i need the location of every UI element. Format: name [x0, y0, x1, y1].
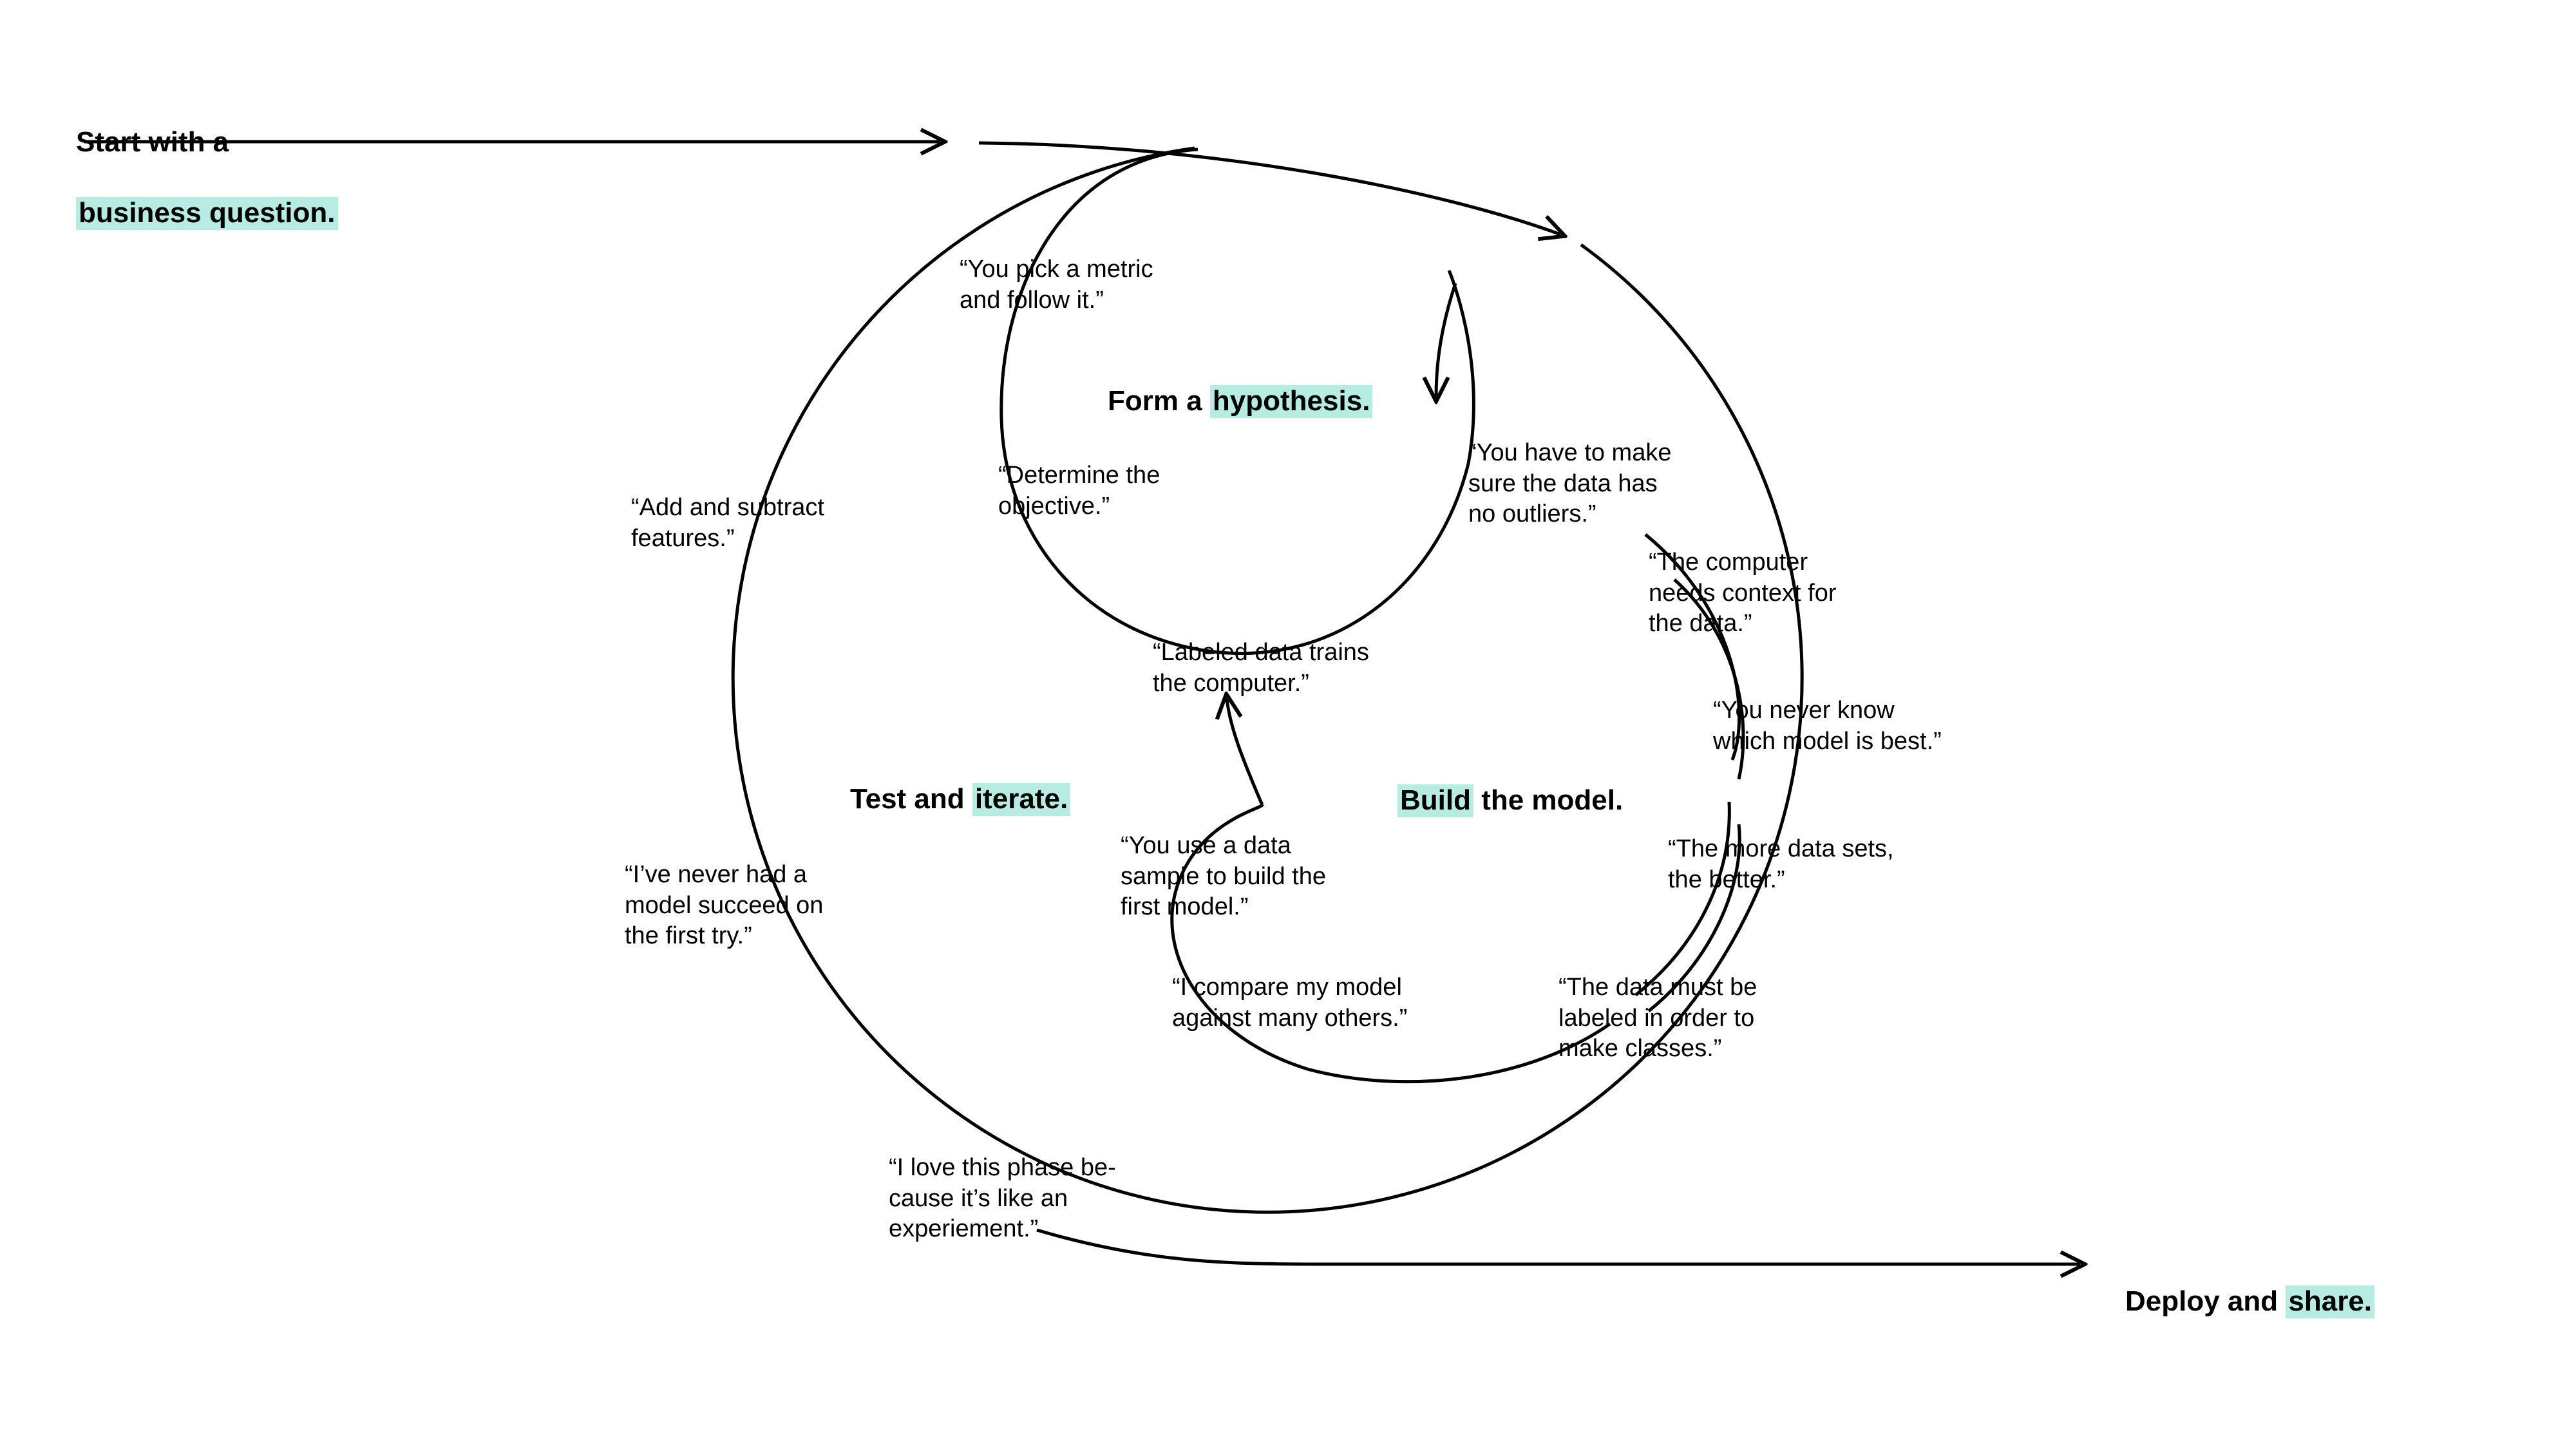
phase-hypothesis-plain: Form a	[1108, 385, 1210, 417]
labeled-data-arrow	[1227, 699, 1262, 805]
quote-objective: “Determine the objective.”	[998, 460, 1160, 522]
quote-outliers: “You have to make sure the data has no o…	[1468, 438, 1671, 530]
phase-hypothesis: Form a hypothesis.	[1108, 348, 1372, 419]
start-title: Start with a business question.	[76, 89, 338, 231]
end-title: Deploy and share.	[2125, 1248, 2374, 1319]
quote-metric: “You pick a metric and follow it.”	[960, 254, 1153, 316]
phase-build-hl: Build	[1397, 784, 1473, 817]
start-plain: Start with a	[76, 126, 229, 158]
phase-build: Build the model.	[1397, 747, 1623, 818]
phase-hypothesis-hl: hypothesis.	[1210, 385, 1373, 418]
quote-labeled-classes: “The data must be labeled in order to ma…	[1558, 972, 1757, 1065]
phase-test-plain: Test and	[850, 783, 972, 815]
phase-test: Test and iterate.	[850, 746, 1070, 817]
quote-whichmodel: “You never know which model is best.”	[1713, 696, 1942, 757]
quote-experiment: “I love this phase be- cause it’s like a…	[889, 1153, 1116, 1245]
quote-firsttry: “I’ve never had a model succeed on the f…	[625, 860, 823, 952]
quote-context: “The computer needs context for the data…	[1649, 547, 1837, 639]
quote-moresets: “The more data sets, the better.”	[1668, 834, 1894, 895]
phase-build-plain: the model.	[1473, 784, 1623, 816]
quote-features: “Add and subtract features.”	[631, 493, 824, 554]
inner-loop-return	[1449, 270, 1473, 464]
start-highlight: business question.	[76, 197, 338, 230]
quote-sample: “You use a data sample to build the firs…	[1121, 831, 1326, 923]
phase-test-hl: iterate.	[972, 783, 1070, 816]
end-plain: Deploy and	[2125, 1285, 2286, 1317]
quote-labeled-trains: “Labeled data trains the computer.”	[1153, 638, 1369, 699]
end-highlight: share.	[2286, 1285, 2374, 1318]
build-spiral-2	[1636, 802, 1729, 995]
inner-loop-return-arrow	[1436, 283, 1455, 397]
diagram-canvas	[0, 0, 2576, 1449]
entry-to-outer	[979, 143, 1560, 234]
quote-compare: “I compare my model against many others.…	[1172, 972, 1407, 1034]
